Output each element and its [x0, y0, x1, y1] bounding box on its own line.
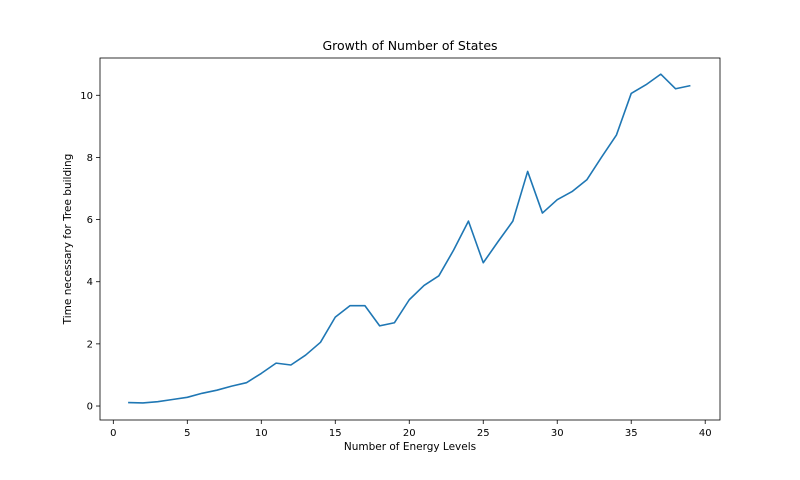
x-axis-label: Number of Energy Levels: [344, 441, 476, 453]
x-tick-label: 25: [477, 428, 490, 439]
x-tick-label: 5: [184, 428, 190, 439]
y-tick-label: 2: [87, 339, 93, 350]
data-point: [423, 284, 425, 286]
x-tick-label: 40: [699, 428, 712, 439]
data-point: [408, 299, 410, 301]
data-point: [349, 304, 351, 306]
series-line: [128, 73, 691, 404]
x-tick-label: 10: [255, 428, 268, 439]
data-point: [438, 275, 440, 277]
data-point: [497, 240, 499, 242]
data-point: [526, 170, 528, 172]
data-point: [541, 212, 543, 214]
data-point: [586, 179, 588, 181]
y-tick-label: 8: [87, 153, 93, 164]
data-point: [512, 220, 514, 222]
x-tick-label: 20: [403, 428, 416, 439]
y-tick-label: 0: [87, 402, 93, 413]
y-axis: 0 2 4 6 8 10: [80, 91, 100, 413]
data-point: [275, 362, 277, 364]
plot-area: [127, 73, 691, 404]
data-point: [674, 88, 676, 90]
data-point: [482, 262, 484, 264]
x-tick-label: 35: [625, 428, 638, 439]
data-point: [467, 220, 469, 222]
data-point: [157, 400, 159, 402]
plot-frame: [99, 57, 721, 421]
data-point: [230, 385, 232, 387]
data-point: [645, 84, 647, 86]
y-tick-label: 6: [87, 215, 93, 226]
x-axis: 0 5 10 15 20 25 30 35 40: [110, 420, 712, 439]
data-point: [334, 316, 336, 318]
y-tick-label: 4: [87, 277, 93, 288]
data-point: [304, 354, 306, 356]
data-point: [216, 389, 218, 391]
data-point: [260, 372, 262, 374]
data-point: [319, 341, 321, 343]
x-tick-label: 15: [329, 428, 342, 439]
data-point: [630, 92, 632, 94]
data-point: [171, 398, 173, 400]
data-point: [142, 402, 144, 404]
data-point: [201, 392, 203, 394]
data-point: [364, 304, 366, 306]
data-point: [556, 198, 558, 200]
data-point: [660, 73, 662, 75]
data-point: [600, 156, 602, 158]
data-point: [393, 322, 395, 324]
x-tick-label: 0: [110, 428, 116, 439]
data-point: [245, 382, 247, 384]
data-point: [186, 396, 188, 398]
data-point: [689, 84, 691, 86]
x-tick-label: 30: [551, 428, 564, 439]
data-point: [571, 190, 573, 192]
y-tick-label: 10: [80, 91, 93, 102]
data-point: [378, 325, 380, 327]
data-point: [290, 364, 292, 366]
data-point: [452, 249, 454, 251]
data-point: [615, 134, 617, 136]
y-axis-label: Time necessary for Tree building: [62, 154, 74, 326]
chart-title: Growth of Number of States: [322, 38, 497, 53]
data-point: [127, 401, 129, 403]
